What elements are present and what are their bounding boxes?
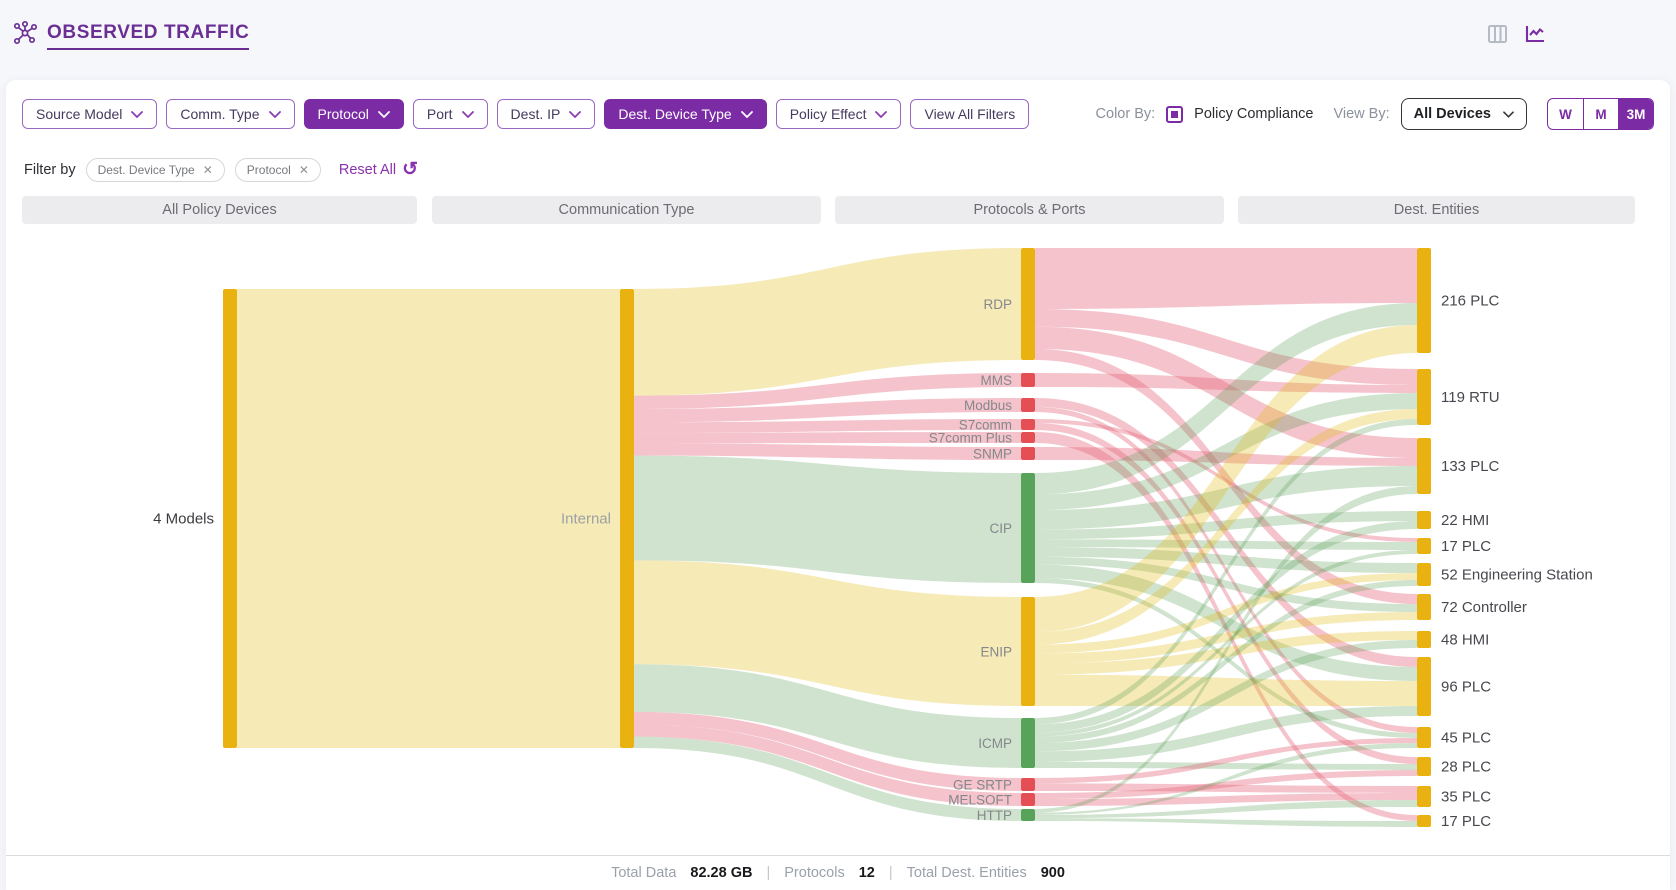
total-data-value: 82.28 GB [690, 865, 753, 881]
view-by-label: View By: [1333, 106, 1390, 122]
close-icon[interactable]: ✕ [202, 163, 213, 177]
filter-by-label: Filter by [24, 162, 76, 178]
view-by-value: All Devices [1413, 106, 1491, 122]
table-view-icon[interactable] [1487, 24, 1508, 44]
display-options: Color By: Policy Compliance View By: All… [1096, 98, 1654, 130]
filter-label: Protocol [317, 106, 369, 122]
chevron-down-icon [377, 110, 390, 118]
range-3months-button[interactable]: 3M [1618, 99, 1653, 129]
view-switcher [1487, 24, 1546, 44]
filter-comm-type[interactable]: Comm. Type [166, 99, 295, 129]
filter-buttons: Source Model Comm. Type Protocol Port De… [22, 99, 1030, 129]
chip-label: Dest. Device Type [97, 163, 195, 177]
filter-label: View All Filters [924, 106, 1016, 122]
active-filters-bar: Filter by Dest. Device Type ✕ Protocol ✕… [24, 158, 418, 182]
divider [766, 865, 770, 881]
active-filter-chip-dest-device-type[interactable]: Dest. Device Type ✕ [85, 158, 225, 182]
brand: OBSERVED TRAFFIC [12, 20, 250, 51]
range-month-button[interactable]: M [1583, 99, 1618, 129]
protocols-value: 12 [858, 865, 875, 881]
filter-label: Dest. Device Type [618, 106, 732, 122]
column-header-communication-type: Communication Type [432, 196, 821, 224]
chevron-down-icon [1503, 110, 1514, 118]
time-range-toggle: W M 3M [1547, 98, 1654, 130]
filter-protocol[interactable]: Protocol [303, 99, 404, 129]
filter-port[interactable]: Port [412, 99, 488, 129]
filter-policy-effect[interactable]: Policy Effect [775, 99, 902, 129]
column-header-all-policy-devices: All Policy Devices [22, 196, 417, 224]
filter-dest-device-type[interactable]: Dest. Device Type [604, 99, 767, 129]
view-by-select[interactable]: All Devices [1400, 98, 1527, 130]
filter-label: Source Model [36, 106, 123, 122]
filter-source-model[interactable]: Source Model [22, 99, 158, 129]
chevron-down-icon [461, 110, 474, 118]
policy-compliance-label: Policy Compliance [1194, 106, 1314, 122]
reset-icon: ↺ [402, 158, 419, 180]
totals-bar: Total Data 82.28 GB Protocols 12 Total D… [6, 855, 1670, 890]
chevron-down-icon [740, 110, 753, 118]
total-data-label: Total Data [611, 865, 677, 881]
network-icon [12, 20, 38, 51]
total-dest-entities-value: 900 [1040, 865, 1065, 881]
chevron-down-icon [875, 110, 888, 118]
chevron-down-icon [131, 110, 144, 118]
close-icon[interactable]: ✕ [298, 163, 309, 177]
chevron-down-icon [268, 110, 281, 118]
filter-label: Policy Effect [789, 106, 867, 122]
policy-compliance-checkbox[interactable] [1166, 105, 1184, 123]
divider [889, 865, 893, 881]
protocols-label: Protocols [784, 865, 845, 881]
observed-traffic-card: Source Model Comm. Type Protocol Port De… [6, 80, 1670, 890]
chevron-down-icon [569, 110, 582, 118]
chart-view-icon[interactable] [1524, 24, 1546, 44]
color-by-label: Color By: [1095, 106, 1156, 122]
filter-label: Dest. IP [510, 106, 561, 122]
reset-all-label: Reset All [338, 162, 397, 178]
total-dest-entities-label: Total Dest. Entities [906, 865, 1027, 881]
filter-label: Port [426, 106, 453, 122]
page-title: OBSERVED TRAFFIC [47, 22, 250, 50]
filter-label: Comm. Type [180, 106, 260, 122]
chip-label: Protocol [246, 163, 291, 177]
column-header-protocols-ports: Protocols & Ports [835, 196, 1224, 224]
reset-all-button[interactable]: Reset All ↺ [338, 158, 419, 180]
active-filter-chip-protocol[interactable]: Protocol ✕ [234, 158, 321, 182]
view-all-filters-button[interactable]: View All Filters [910, 99, 1030, 129]
filter-toolbar: Source Model Comm. Type Protocol Port De… [22, 98, 1654, 130]
column-header-dest-entities: Dest. Entities [1238, 196, 1635, 224]
range-week-button[interactable]: W [1559, 106, 1572, 122]
filter-dest-ip[interactable]: Dest. IP [496, 99, 596, 129]
